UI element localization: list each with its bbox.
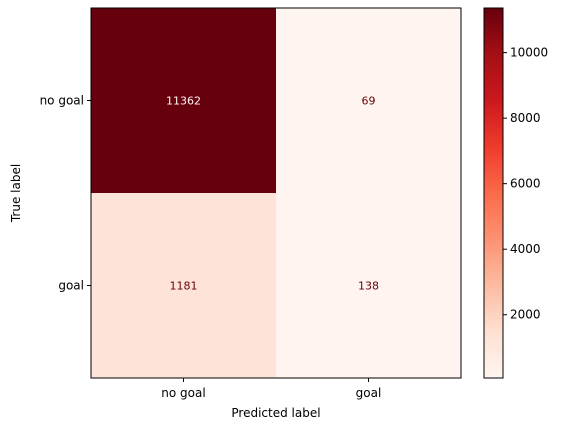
colorbar-ticks: 2000 4000 6000 8000 10000 <box>503 46 548 322</box>
cell-value-label: 11362 <box>166 95 201 108</box>
y-axis-label: True label <box>9 164 23 223</box>
x-axis-label: Predicted label <box>231 406 320 420</box>
y-tick-label: no goal <box>40 94 84 108</box>
plot-frame <box>90 7 462 379</box>
colorbar-tick-label: 10000 <box>510 46 548 60</box>
y-tick-label: goal <box>58 279 84 293</box>
cell-value-labels: 11362 69 1181 138 <box>166 95 379 293</box>
heatmap-cell <box>276 8 461 193</box>
cell-value-label: 69 <box>362 95 376 108</box>
colorbar <box>484 8 503 378</box>
colorbar-frame <box>483 7 504 379</box>
x-axis-ticks: no goal goal <box>161 378 381 400</box>
y-axis-ticks: no goal goal <box>40 94 91 293</box>
x-tick-label: no goal <box>161 386 205 400</box>
heatmap-cells <box>91 8 461 378</box>
heatmap-cell <box>91 8 276 193</box>
heatmap-cell <box>276 193 461 378</box>
colorbar-tick-label: 2000 <box>510 308 541 322</box>
cell-value-label: 138 <box>358 280 379 293</box>
colorbar-tick-label: 6000 <box>510 177 541 191</box>
x-tick-label: goal <box>356 386 382 400</box>
colorbar-tick-label: 8000 <box>510 111 541 125</box>
heatmap-cell <box>91 193 276 378</box>
colorbar-tick-label: 4000 <box>510 242 541 256</box>
cell-value-label: 1181 <box>170 280 198 293</box>
